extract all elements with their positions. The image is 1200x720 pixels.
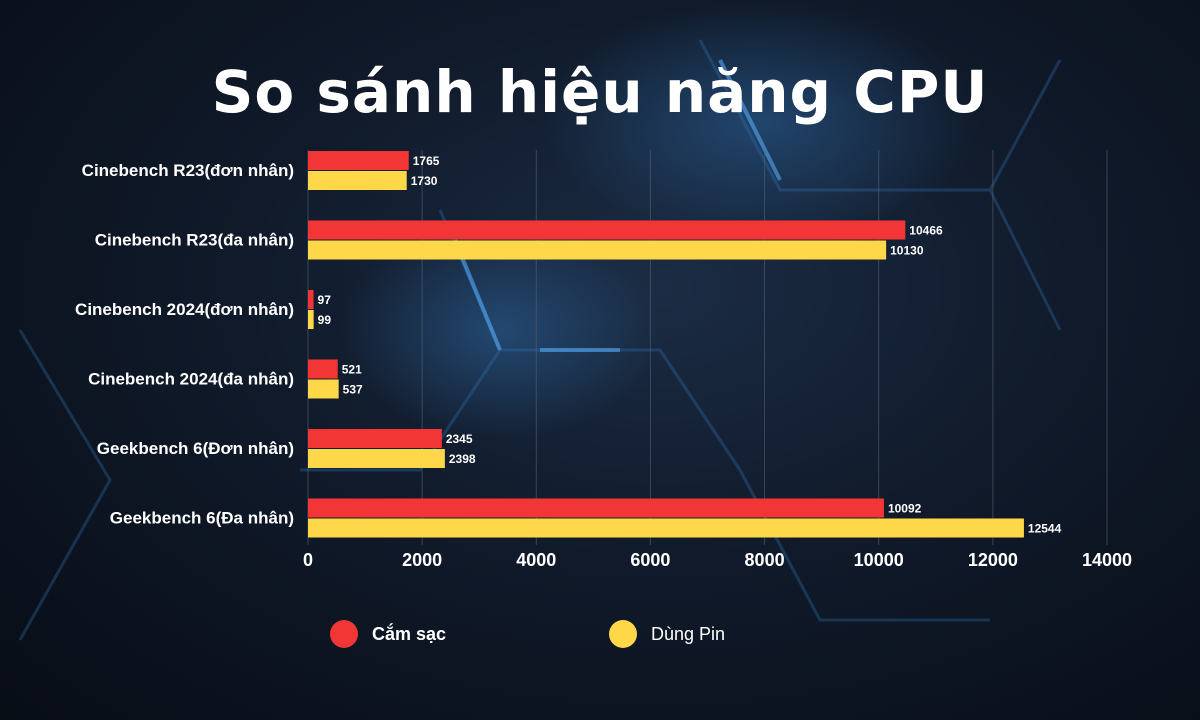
bar-dung-pin [308,171,407,190]
data-label: 521 [342,363,362,377]
chart-title: So sánh hiệu năng CPU [211,58,989,126]
x-tick-label: 12000 [968,550,1018,570]
category-label: Cinebench 2024(đa nhân) [88,370,294,389]
legend-item-dung-pin: Dùng Pin [609,620,725,648]
data-label: 2398 [449,452,476,466]
category-label: Geekbench 6(Đơn nhân) [97,439,294,458]
data-label: 97 [318,293,332,307]
data-label: 2345 [446,432,473,446]
bar-dung-pin [308,379,339,399]
x-tick-label: 0 [303,550,313,570]
legend-label: Dùng Pin [651,623,726,644]
data-label: 99 [318,313,332,327]
x-tick-label: 4000 [516,550,556,570]
bar-dung-pin [308,240,887,260]
bar-dung-pin [308,449,445,468]
x-tick-label: 8000 [745,550,785,570]
bar-cam-sac [308,429,442,448]
bar-cam-sac [308,290,314,309]
data-label: 12544 [1028,522,1062,536]
data-label: 10092 [888,502,922,516]
bar-cam-sac [308,359,338,379]
x-tick-label: 10000 [854,550,904,570]
category-label: Cinebench R23(đa nhân) [95,231,294,250]
bar-cam-sac [308,220,906,240]
x-tick-label: 6000 [630,550,670,570]
data-label: 537 [343,383,363,397]
bar-dung-pin [308,310,314,329]
data-label: 10130 [890,244,924,258]
legend-label: Cắm sạc [372,623,447,644]
bar-dung-pin [308,518,1024,538]
category-label: Cinebench 2024(đơn nhân) [75,300,294,319]
bar-cam-sac [308,498,884,518]
data-label: 10466 [909,224,943,238]
data-label: 1730 [411,174,438,188]
x-tick-label: 14000 [1082,550,1132,570]
legend-swatch-icon [330,620,358,648]
category-label: Geekbench 6(Đa nhân) [110,509,294,528]
legend-swatch-icon [609,620,637,648]
x-tick-label: 2000 [402,550,442,570]
category-label: Cinebench R23(đơn nhân) [82,161,294,180]
legend-item-cam-sac: Cắm sạc [330,620,446,648]
bar-cam-sac [308,151,409,170]
data-label: 1765 [413,154,440,168]
